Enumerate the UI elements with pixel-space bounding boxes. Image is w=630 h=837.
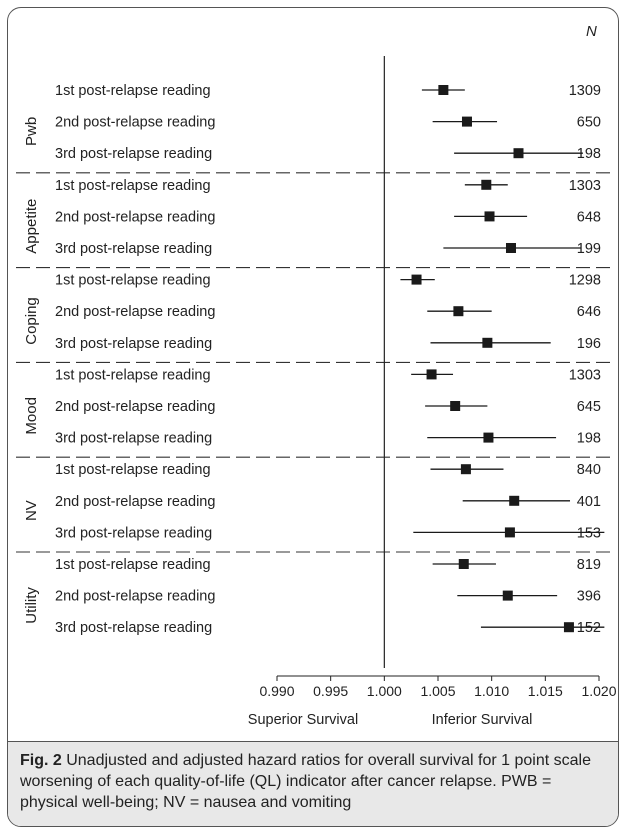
- row-n-value: 153: [577, 525, 601, 541]
- estimate-marker: [411, 274, 422, 285]
- estimate-marker: [505, 243, 516, 253]
- x-side-label-left: Superior Survival: [248, 712, 358, 728]
- caption-label: Fig. 2: [20, 752, 62, 769]
- group-label-appetite: Appetite: [23, 199, 40, 254]
- row-n-value: 198: [577, 431, 601, 447]
- row-label: 3rd post-relapse reading: [55, 620, 212, 636]
- row-label: 1st post-relapse reading: [55, 178, 211, 194]
- x-tick-label: 1.000: [367, 683, 402, 699]
- estimate-marker: [461, 116, 472, 127]
- n-column-header: N: [586, 23, 597, 40]
- row-n-value: 1303: [569, 367, 601, 383]
- row-label: 2nd post-relapse reading: [55, 399, 215, 415]
- row-label: 2nd post-relapse reading: [55, 589, 215, 605]
- row-n-value: 1298: [569, 273, 601, 289]
- row-n-value: 1303: [569, 178, 601, 194]
- group-label-mood: Mood: [23, 397, 40, 435]
- group-label-nv: NV: [23, 500, 40, 521]
- row-n-value: 401: [577, 494, 601, 510]
- row-n-value: 840: [577, 462, 601, 478]
- forest-plot: N Pwb 1st post-relapse reading 1309 2nd post…: [16, 23, 617, 728]
- row-n-value: 819: [577, 557, 601, 573]
- estimate-marker: [460, 464, 471, 475]
- row-n-value: 646: [577, 304, 601, 320]
- estimate-marker: [450, 401, 461, 411]
- row-n-value: 396: [577, 589, 601, 605]
- group-label-utility: Utility: [23, 587, 40, 624]
- estimate-marker: [502, 590, 513, 601]
- estimate-marker: [504, 527, 515, 538]
- row-label: 2nd post-relapse reading: [55, 115, 215, 131]
- row-label: 3rd post-relapse reading: [55, 525, 212, 541]
- x-tick-label: 0.995: [313, 683, 348, 699]
- group-label-coping: Coping: [23, 297, 40, 345]
- x-tick-label: 1.005: [420, 683, 455, 699]
- row-n-value: 645: [577, 399, 601, 415]
- x-side-label-right: Inferior Survival: [432, 712, 533, 728]
- estimate-marker: [513, 148, 524, 159]
- estimate-marker: [482, 337, 493, 348]
- row-n-value: 1309: [569, 83, 601, 99]
- x-tick-label: 0.990: [259, 683, 294, 699]
- estimate-marker: [509, 495, 520, 506]
- group-label-pwb: Pwb: [23, 117, 40, 146]
- row-n-value: 648: [577, 209, 601, 225]
- estimate-marker: [426, 369, 437, 380]
- row-n-value: 152: [577, 620, 601, 636]
- figure-caption: Fig. 2 Unadjusted and adjusted hazard ra…: [8, 741, 618, 826]
- row-label: 1st post-relapse reading: [55, 367, 211, 383]
- row-label: 3rd post-relapse reading: [55, 241, 212, 257]
- estimate-marker: [481, 179, 492, 190]
- caption-text: Unadjusted and adjusted hazard ratios fo…: [20, 752, 591, 811]
- x-tick-label: 1.010: [474, 683, 509, 699]
- row-label: 3rd post-relapse reading: [55, 336, 212, 352]
- row-label: 1st post-relapse reading: [55, 273, 211, 289]
- estimate-marker: [484, 211, 495, 222]
- row-label: 1st post-relapse reading: [55, 557, 211, 573]
- x-tick-label: 1.015: [528, 683, 563, 699]
- figure-frame: N Pwb 1st post-relapse reading 1309 2nd post…: [7, 7, 619, 827]
- x-tick-label: 1.020: [581, 683, 616, 699]
- row-n-value: 198: [577, 146, 601, 162]
- row-label: 2nd post-relapse reading: [55, 209, 215, 225]
- estimate-marker: [563, 622, 574, 633]
- row-label: 2nd post-relapse reading: [55, 494, 215, 510]
- row-label: 3rd post-relapse reading: [55, 146, 212, 162]
- row-n-value: 196: [577, 336, 601, 352]
- estimate-marker: [438, 85, 449, 95]
- row-label: 1st post-relapse reading: [55, 462, 211, 478]
- row-n-value: 650: [577, 115, 601, 131]
- row-n-value: 199: [577, 241, 601, 257]
- estimate-marker: [483, 432, 494, 443]
- row-label: 2nd post-relapse reading: [55, 304, 215, 320]
- estimate-marker: [453, 306, 464, 317]
- row-label: 3rd post-relapse reading: [55, 431, 212, 447]
- row-label: 1st post-relapse reading: [55, 83, 211, 99]
- estimate-marker: [458, 559, 469, 569]
